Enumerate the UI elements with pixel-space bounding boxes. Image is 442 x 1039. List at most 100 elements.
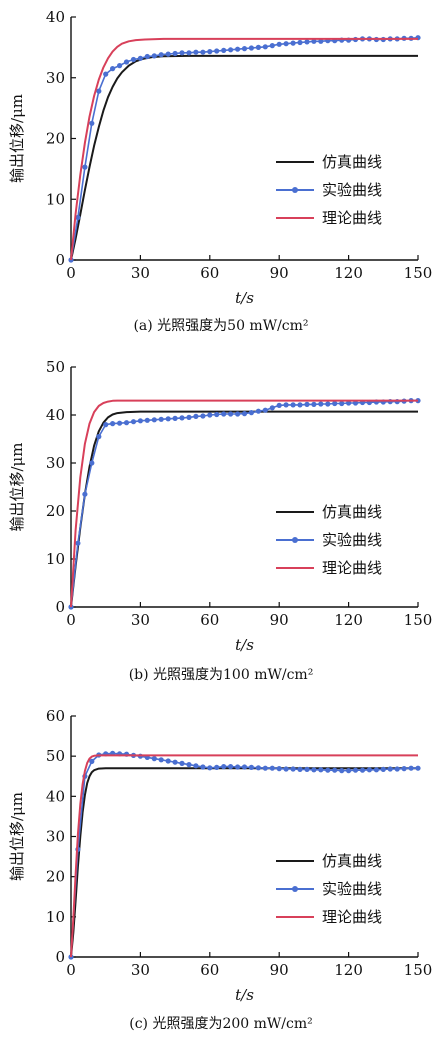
- data-point: [89, 758, 95, 765]
- legend-marker: [292, 187, 298, 193]
- data-point: [339, 768, 345, 774]
- data-point: [123, 59, 130, 65]
- data-point: [186, 50, 192, 56]
- data-point: [297, 39, 303, 46]
- y-tick-label: 0: [55, 251, 65, 269]
- data-point: [214, 764, 220, 771]
- data-point: [408, 765, 414, 771]
- data-point: [311, 767, 317, 773]
- x-tick-label: 0: [66, 611, 76, 629]
- data-point: [82, 164, 88, 170]
- x-tick-label: 90: [270, 611, 289, 629]
- data-point: [235, 411, 241, 417]
- x-tick-label: 120: [334, 961, 363, 979]
- y-tick-label: 0: [55, 948, 65, 966]
- data-point: [262, 765, 268, 771]
- data-point: [290, 40, 296, 46]
- data-point: [311, 401, 317, 407]
- data-point: [359, 767, 366, 773]
- data-point: [158, 757, 164, 763]
- x-tick-label: 120: [334, 611, 363, 629]
- data-point: [283, 41, 289, 47]
- data-point: [200, 413, 206, 419]
- data-point: [200, 49, 206, 55]
- data-point: [248, 45, 254, 51]
- legend-label: 实验曲线: [322, 181, 382, 199]
- data-point: [297, 402, 303, 408]
- data-point: [332, 767, 338, 773]
- data-point: [339, 400, 345, 407]
- data-point: [130, 419, 137, 425]
- data-point: [165, 758, 171, 764]
- series-line-3: [70, 754, 418, 958]
- data-point: [179, 415, 185, 421]
- data-point: [352, 400, 359, 406]
- y-tick-label: 30: [46, 454, 65, 472]
- x-tick-label: 60: [200, 961, 219, 979]
- y-tick-label: 50: [46, 747, 65, 765]
- panel-caption: (c) 光照强度为200 mW/cm²: [129, 1016, 313, 1032]
- x-tick-label: 150: [404, 961, 433, 979]
- data-point: [318, 38, 324, 44]
- data-point: [283, 766, 289, 772]
- y-tick-label: 50: [46, 358, 65, 376]
- data-point: [193, 413, 199, 419]
- data-point: [123, 420, 130, 426]
- data-point: [96, 434, 102, 440]
- x-tick-label: 120: [334, 264, 363, 282]
- data-point: [96, 88, 102, 94]
- data-point: [137, 55, 143, 61]
- data-point: [179, 760, 185, 767]
- x-axis-title: t/s: [235, 289, 254, 307]
- x-tick-label: 0: [66, 961, 76, 979]
- series-line-3: [70, 399, 418, 608]
- data-point: [269, 43, 275, 49]
- series-line-1: [70, 767, 418, 958]
- data-point: [151, 417, 157, 423]
- legend-label: 仿真曲线: [322, 852, 382, 870]
- data-point: [241, 411, 248, 417]
- data-point: [144, 417, 150, 423]
- data-point: [103, 422, 109, 428]
- data-point: [193, 49, 199, 55]
- data-point: [380, 766, 386, 773]
- x-tick-label: 30: [131, 611, 150, 629]
- data-point: [373, 767, 379, 773]
- data-point: [75, 214, 81, 221]
- legend-label: 理论曲线: [322, 559, 382, 577]
- y-tick-label: 60: [46, 707, 65, 725]
- x-tick-label: 150: [404, 264, 433, 282]
- chart-panel-a: 0 30 60 90 120 150 0 10 20 30 40 t/s 输出位移/μm 仿真曲线实验曲线…: [8, 8, 432, 334]
- series-line-3: [70, 37, 418, 261]
- data-point: [269, 405, 275, 411]
- data-point: [346, 768, 352, 774]
- legend-marker: [292, 886, 298, 892]
- x-tick-label: 90: [270, 264, 289, 282]
- data-point: [172, 415, 178, 421]
- data-point: [346, 400, 352, 406]
- data-point: [200, 764, 206, 770]
- data-point: [207, 412, 213, 418]
- data-point: [394, 766, 400, 772]
- legend-label: 仿真曲线: [322, 153, 382, 171]
- data-point: [318, 767, 324, 773]
- data-point: [193, 763, 199, 769]
- x-axis-title: t/s: [235, 986, 254, 1004]
- data-point: [186, 414, 192, 420]
- data-point: [366, 767, 372, 773]
- data-point: [325, 767, 331, 773]
- data-point: [304, 401, 310, 407]
- data-point: [228, 411, 234, 417]
- data-point: [241, 764, 248, 770]
- data-point: [214, 411, 220, 418]
- x-tick-label: 90: [270, 961, 289, 979]
- data-point: [283, 402, 289, 408]
- legend-label: 理论曲线: [322, 209, 382, 227]
- data-point: [117, 63, 123, 69]
- data-point: [82, 491, 88, 497]
- data-point: [110, 66, 116, 72]
- data-point: [221, 411, 227, 417]
- y-tick-label: 20: [46, 868, 65, 886]
- legend-label: 实验曲线: [322, 531, 382, 549]
